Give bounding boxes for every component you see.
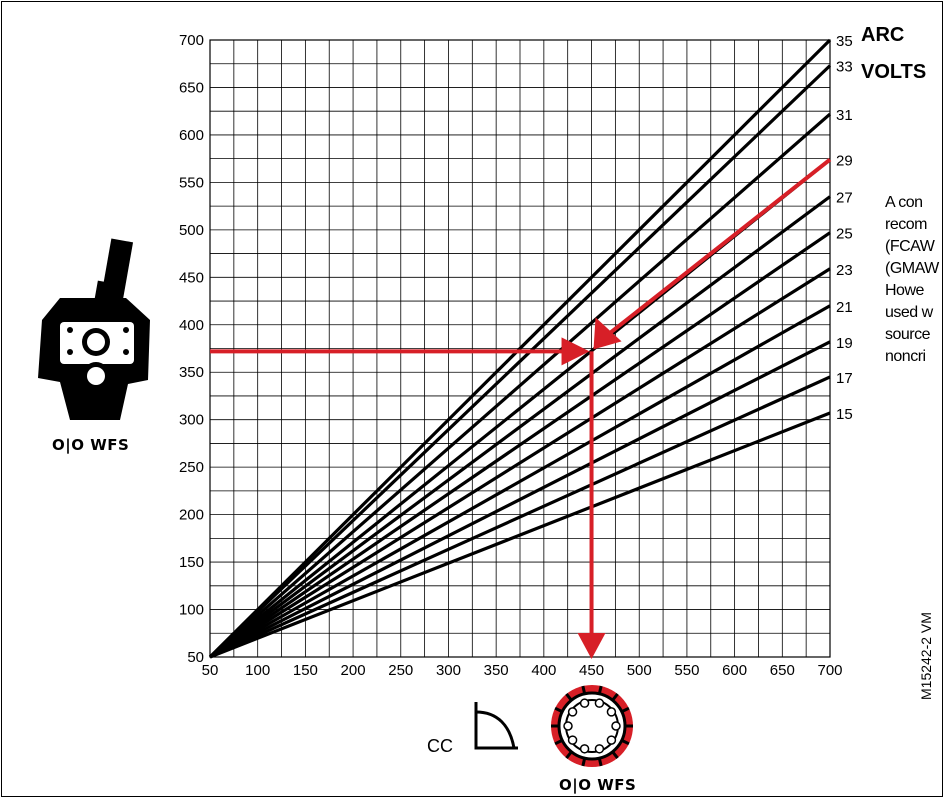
x-tick-label: 650	[770, 662, 795, 679]
side-note-line: Howe	[885, 282, 924, 299]
y-tick-label: 50	[187, 649, 204, 666]
side-note-text: A con recom (FCAW (GMAW Howe used w sour…	[885, 192, 946, 368]
x-tick-label: 450	[579, 662, 604, 679]
title-line-1: ARC	[861, 24, 905, 46]
volt-line	[208, 112, 832, 659]
volt-line-label: 23	[836, 262, 853, 279]
knob-tick	[598, 758, 603, 767]
volt-line-label: 27	[836, 190, 853, 207]
knob-bump	[594, 698, 605, 708]
x-tick-label: 250	[388, 662, 413, 679]
x-tick-label: 100	[245, 662, 270, 679]
knob-bump	[579, 744, 590, 754]
knob-tick	[621, 706, 630, 713]
x-tick-label: 50	[202, 662, 219, 679]
volt-line-label: 29	[836, 153, 853, 170]
plot-border	[209, 39, 831, 658]
red-arrowhead-diagonal	[593, 317, 622, 350]
side-note-line: noncri	[885, 348, 926, 365]
knob-bump	[606, 707, 617, 717]
red-arrowhead-right	[561, 337, 590, 366]
y-tick-label: 250	[179, 459, 204, 476]
bottom-wfs-label: O|O WFS	[559, 776, 637, 794]
wfs-knob-icon	[551, 685, 633, 767]
volt-line-label: 21	[836, 299, 853, 316]
knob-bump	[579, 698, 590, 708]
y-tick-label: 650	[179, 79, 204, 96]
constant-current-curve-icon	[474, 702, 518, 750]
volt-line	[209, 267, 831, 659]
knob-tick	[565, 693, 572, 701]
axis-labels: 50 100 150 200 250 300 350 400 450 500 550 600 650 70…	[179, 32, 843, 679]
side-note-line: (GMAW	[885, 260, 939, 277]
knob-bump	[611, 721, 621, 731]
wire-feed-motor-icon	[38, 238, 150, 420]
volt-line-label: 35	[836, 33, 853, 50]
knob-tick	[612, 693, 619, 701]
y-tick-label: 450	[179, 269, 204, 286]
volt-line	[209, 375, 831, 659]
knob-tick	[581, 685, 586, 694]
knob-tick	[554, 739, 563, 746]
volt-line	[209, 231, 831, 659]
knob-bump	[567, 735, 578, 745]
volt-line	[209, 340, 831, 659]
knob-tick	[581, 758, 586, 767]
knob-tick	[621, 739, 630, 746]
x-tick-label: 400	[531, 662, 556, 679]
x-tick-label: 700	[817, 662, 842, 679]
side-note-line: used w	[885, 304, 933, 321]
knob-bump	[594, 744, 605, 754]
side-note-line: A con	[885, 194, 923, 211]
x-tick-label: 600	[722, 662, 747, 679]
red-diagonal-arrow	[608, 158, 832, 335]
red-arrowhead-down	[577, 633, 606, 659]
knob-bump	[567, 707, 578, 717]
y-tick-label: 550	[179, 174, 204, 191]
volt-line-label: 33	[836, 59, 853, 76]
y-tick-label: 400	[179, 317, 204, 334]
y-tick-label: 150	[179, 554, 204, 571]
knob-tick	[554, 706, 563, 713]
y-tick-label: 100	[179, 602, 204, 619]
volt-line	[209, 195, 831, 659]
side-note-line: (FCAW	[885, 238, 935, 255]
x-tick-label: 350	[484, 662, 509, 679]
left-wfs-label: O|O WFS	[52, 436, 130, 454]
knob-bump	[563, 721, 573, 731]
x-tick-label: 200	[341, 662, 366, 679]
y-tick-label: 700	[179, 32, 204, 49]
x-tick-label: 150	[293, 662, 318, 679]
knob-tick	[598, 685, 603, 694]
reference-code: M15242-2 VM	[918, 612, 934, 700]
cc-label: CC	[427, 736, 453, 756]
volt-line-label: 25	[836, 226, 853, 243]
title-line-2: VOLTS	[861, 61, 927, 83]
y-tick-label: 600	[179, 127, 204, 144]
knob-tick	[612, 751, 619, 759]
side-note-line: source	[885, 326, 931, 343]
volt-line	[208, 38, 832, 659]
example-path	[210, 158, 832, 659]
volt-line-label: 19	[836, 335, 853, 352]
y-tick-label: 350	[179, 364, 204, 381]
volt-line	[209, 411, 831, 659]
volt-line-label: 15	[836, 406, 853, 423]
volt-line	[208, 64, 832, 659]
volt-line	[209, 304, 831, 659]
y-tick-label: 300	[179, 412, 204, 429]
volt-lines: 35 33 31 29 27 25 23 21 19 17 15	[208, 33, 853, 659]
side-note-line: recom	[885, 216, 927, 233]
x-tick-label: 300	[436, 662, 461, 679]
volt-line-label: 31	[836, 107, 853, 124]
volt-line-label: 17	[836, 370, 853, 387]
knob-bump	[606, 735, 617, 745]
knob-tick	[565, 751, 572, 759]
y-tick-label: 500	[179, 222, 204, 239]
y-tick-label: 200	[179, 507, 204, 524]
x-tick-label: 550	[674, 662, 699, 679]
x-tick-label: 500	[627, 662, 652, 679]
